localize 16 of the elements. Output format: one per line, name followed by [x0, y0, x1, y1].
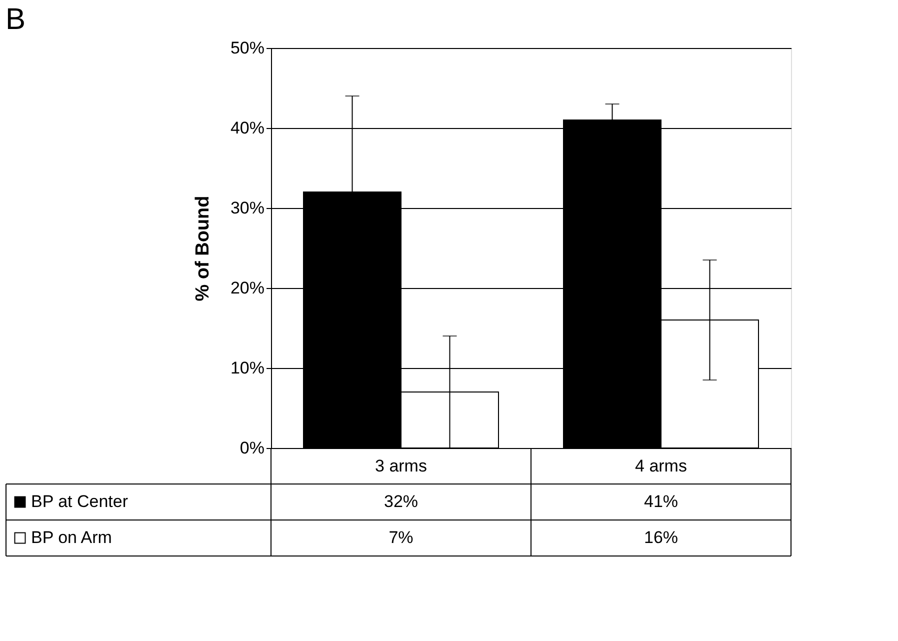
text: B [6, 3, 26, 36]
y-tick-label: 10% [230, 358, 264, 378]
y-tick-label: 40% [230, 118, 264, 138]
y-tick-label: 30% [230, 198, 264, 218]
legend-label: BP at Center [31, 492, 128, 511]
data-label: 41% [644, 492, 678, 511]
y-tick-label: 20% [230, 278, 264, 298]
legend-label: BP on Arm [31, 528, 112, 547]
x-tick-label: 3 arms [375, 456, 427, 476]
data-label: 32% [384, 492, 418, 511]
y-tick-label: 0% [240, 438, 264, 458]
y-axis-title: % of Bound [192, 196, 214, 302]
x-tick-label: 4 arms [635, 456, 687, 476]
data-label: 16% [644, 528, 678, 547]
data-label: 7% [388, 528, 414, 547]
y-tick-label: 50% [230, 38, 264, 58]
